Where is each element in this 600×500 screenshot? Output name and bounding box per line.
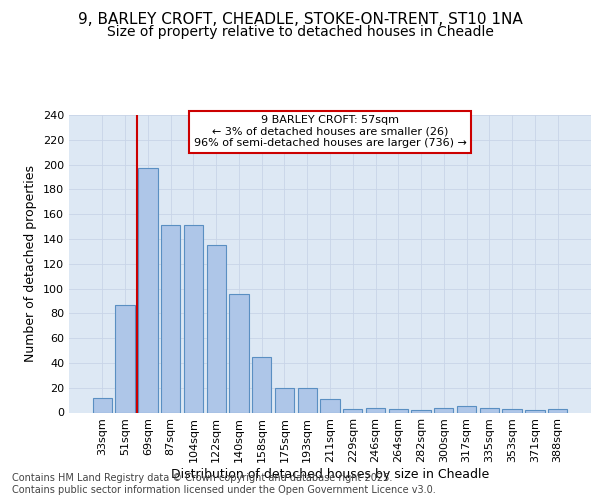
Text: Size of property relative to detached houses in Cheadle: Size of property relative to detached ho… — [107, 25, 493, 39]
Bar — [412, 410, 431, 412]
Bar — [229, 294, 248, 412]
Text: Contains HM Land Registry data © Crown copyright and database right 2025.
Contai: Contains HM Land Registry data © Crown c… — [12, 474, 436, 495]
Bar — [275, 388, 294, 412]
Text: 9 BARLEY CROFT: 57sqm
← 3% of detached houses are smaller (26)
96% of semi-detac: 9 BARLEY CROFT: 57sqm ← 3% of detached h… — [194, 115, 466, 148]
Bar — [115, 304, 135, 412]
Bar — [366, 408, 385, 412]
Bar — [525, 410, 545, 412]
Bar — [434, 408, 454, 412]
Bar — [184, 226, 203, 412]
Bar — [138, 168, 158, 412]
Text: 9, BARLEY CROFT, CHEADLE, STOKE-ON-TRENT, ST10 1NA: 9, BARLEY CROFT, CHEADLE, STOKE-ON-TRENT… — [77, 12, 523, 28]
Bar — [457, 406, 476, 412]
Bar — [389, 409, 408, 412]
X-axis label: Distribution of detached houses by size in Cheadle: Distribution of detached houses by size … — [171, 468, 489, 481]
Bar — [93, 398, 112, 412]
Bar — [206, 245, 226, 412]
Bar — [252, 356, 271, 412]
Bar — [479, 408, 499, 412]
Bar — [502, 409, 522, 412]
Bar — [343, 409, 362, 412]
Bar — [320, 399, 340, 412]
Bar — [298, 388, 317, 412]
Bar — [161, 226, 181, 412]
Y-axis label: Number of detached properties: Number of detached properties — [25, 165, 37, 362]
Bar — [548, 409, 567, 412]
